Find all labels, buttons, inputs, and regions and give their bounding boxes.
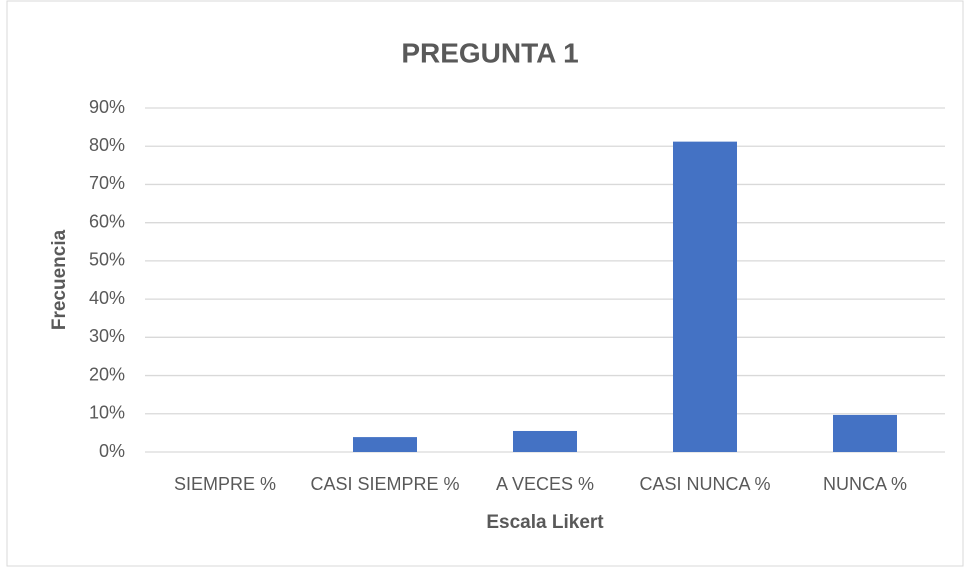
chart-title: PREGUNTA 1 [401, 37, 578, 68]
x-axis-label: Escala Likert [486, 512, 604, 533]
bar [673, 141, 737, 452]
y-tick-label: 20% [89, 364, 125, 384]
y-tick-label: 60% [89, 211, 125, 231]
bar [353, 437, 417, 452]
bar [513, 430, 577, 452]
y-tick-label: 10% [89, 403, 125, 423]
x-tick-label: A VECES % [496, 474, 594, 494]
x-tick-label: NUNCA % [823, 474, 907, 494]
chart-frame [6, 0, 964, 567]
bar [833, 414, 897, 452]
x-tick-label: CASI NUNCA % [639, 474, 770, 494]
y-tick-label: 40% [89, 288, 125, 308]
x-tick-label: CASI SIEMPRE % [310, 474, 459, 494]
y-tick-label: 80% [89, 135, 125, 155]
y-tick-label: 90% [89, 97, 125, 117]
y-tick-label: 50% [89, 250, 125, 270]
y-tick-label: 30% [89, 326, 125, 346]
y-axis-label: Frecuencia [49, 229, 70, 330]
y-tick-label: 70% [89, 173, 125, 193]
x-tick-label: SIEMPRE % [174, 474, 276, 494]
y-tick-label: 0% [99, 441, 125, 461]
